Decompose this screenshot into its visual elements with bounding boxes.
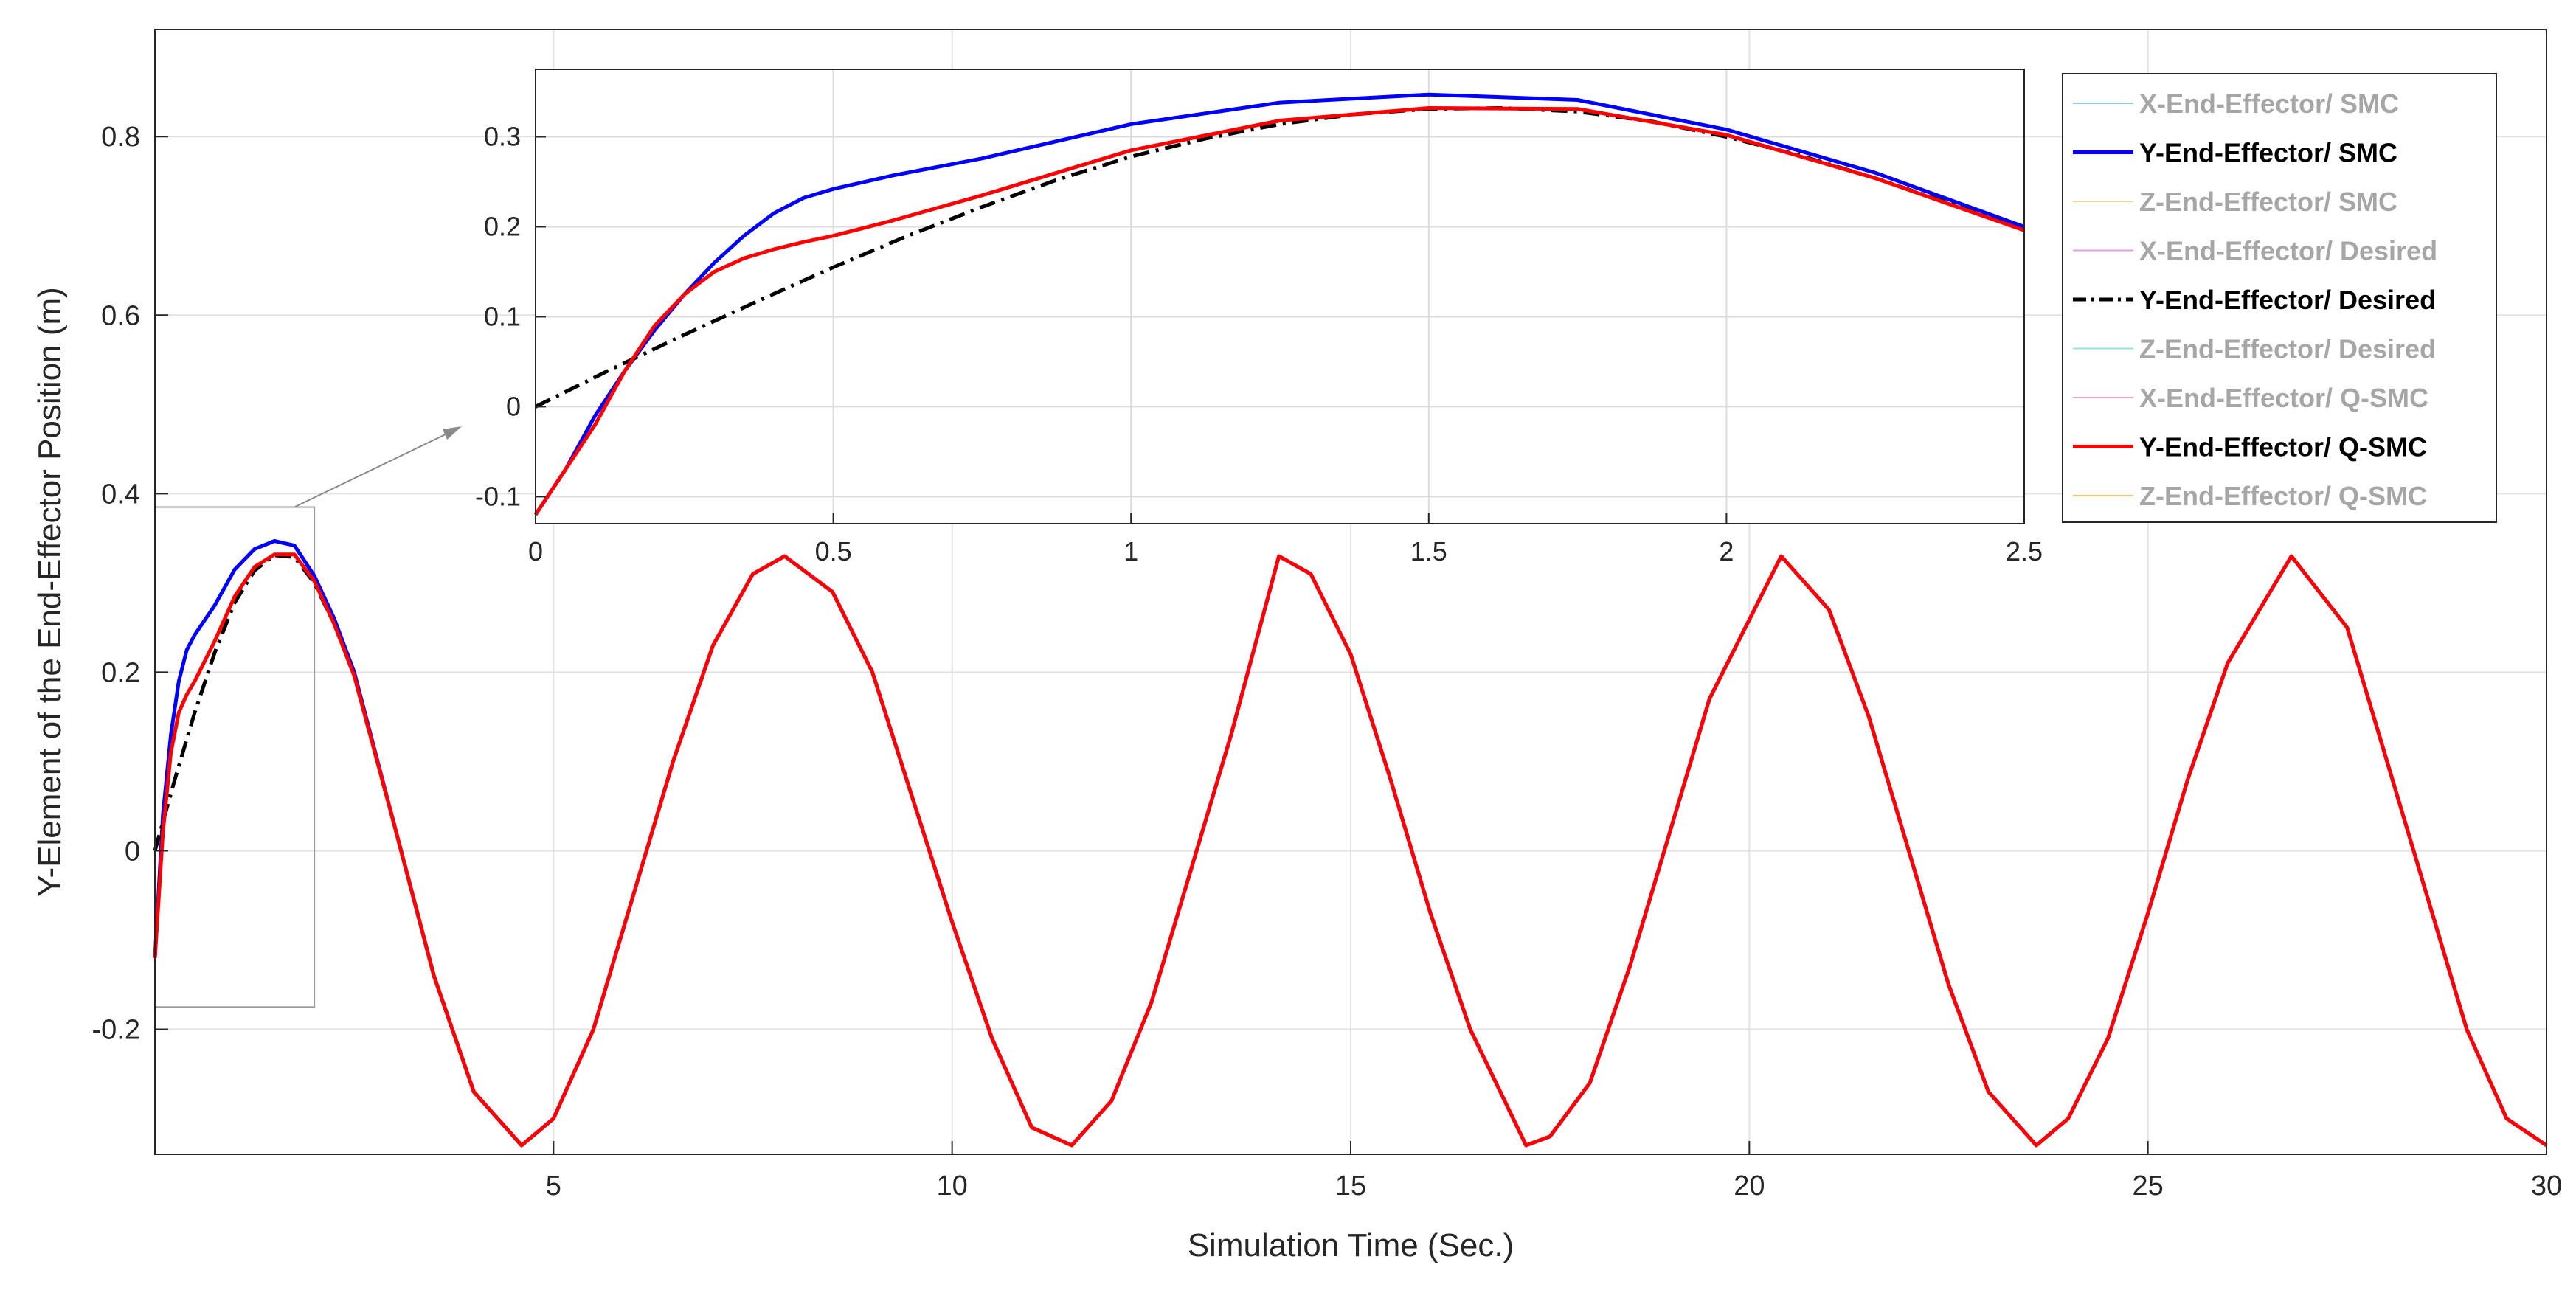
- legend-box: [2062, 73, 2497, 523]
- legend-item-label-4: Y-End-Effector/ Desired: [2139, 285, 2436, 315]
- main-y-tick-label-4: 0.6: [101, 300, 140, 331]
- main-y-tick-label-5: 0.8: [101, 122, 140, 153]
- inset-axes-box: [535, 69, 2025, 524]
- inset-x-tick-label-3: 1.5: [1410, 536, 1447, 566]
- inset-y-tick-label-1: 0: [506, 391, 521, 421]
- legend-item-label-1: Y-End-Effector/ SMC: [2139, 138, 2397, 168]
- inset-x-tick-label-0: 0: [528, 536, 543, 566]
- main-x-tick-label-0: 5: [546, 1171, 561, 1201]
- main-y-tick-label-2: 0.2: [101, 657, 140, 688]
- inset-y-tick-label-3: 0.2: [484, 211, 521, 241]
- main-series-group: [153, 539, 2548, 1148]
- legend-item-label-2: Z-End-Effector/ SMC: [2139, 187, 2397, 217]
- main-series-line-2: [153, 552, 2548, 1148]
- inset-x-tick-label-2: 1: [1123, 536, 1138, 566]
- main-x-tick-label-5: 30: [2531, 1171, 2562, 1201]
- legend-item-label-5: Z-End-Effector/ Desired: [2139, 334, 2436, 364]
- inset-x-tick-label-4: 2: [1719, 536, 1734, 566]
- main-series-line-1: [153, 553, 523, 1147]
- main-y-axis-label: Y-Element of the End-Effector Position (…: [32, 287, 68, 897]
- legend-item-label-6: X-End-Effector/ Q-SMC: [2139, 383, 2428, 413]
- main-x-tick-label-3: 20: [1734, 1171, 1765, 1201]
- inset-y-tick-label-0: -0.1: [475, 481, 521, 511]
- inset-y-tick-label-2: 0.1: [484, 301, 521, 331]
- inset-x-tick-label-5: 2.5: [2006, 536, 2043, 566]
- legend-item-label-8: Z-End-Effector/ Q-SMC: [2139, 481, 2427, 511]
- main-x-tick-label-1: 10: [937, 1171, 968, 1201]
- main-y-tick-label-1: 0: [125, 836, 140, 867]
- inset-series-group: [533, 92, 2025, 516]
- legend-item-label-7: Y-End-Effector/ Q-SMC: [2139, 432, 2427, 462]
- main-x-tick-label-2: 15: [1335, 1171, 1366, 1201]
- main-y-tick-label-3: 0.4: [101, 479, 140, 510]
- main-x-tick-label-4: 25: [2133, 1171, 2164, 1201]
- inset-y-tick-label-4: 0.3: [484, 121, 521, 151]
- inset-x-tick-label-1: 0.5: [815, 536, 852, 566]
- zoom-arrow-head: [443, 426, 462, 440]
- legend-item-label-0: X-End-Effector/ SMC: [2139, 89, 2399, 119]
- inset-series-line-2: [533, 106, 2025, 516]
- legend-item-label-3: X-End-Effector/ Desired: [2139, 236, 2437, 266]
- legend: X-End-Effector/ SMC Y-End-Effector/ SMC Z-…: [2062, 73, 2497, 523]
- main-x-axis-label: Simulation Time (Sec.): [1188, 1227, 1514, 1263]
- zoom-arrow-line: [294, 431, 452, 508]
- main-y-tick-label-0: -0.2: [92, 1015, 140, 1046]
